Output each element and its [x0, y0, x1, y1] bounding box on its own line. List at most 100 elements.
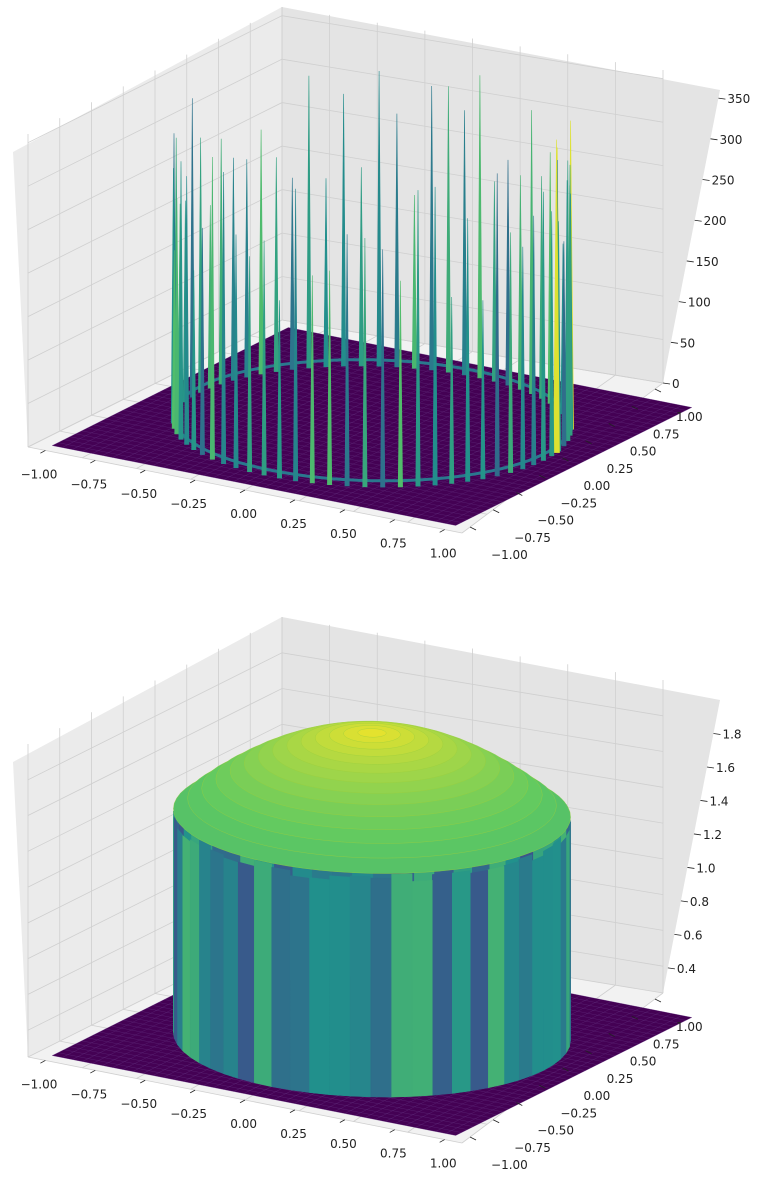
- plot-0-spike: [293, 188, 299, 482]
- plot-0-spike: [344, 234, 350, 487]
- plot-1-z-gridline: [27, 652, 664, 781]
- plot-0-spike: [273, 157, 279, 372]
- plot-1-y-tick-label: −0.75: [514, 1141, 551, 1155]
- plot-1-x-tick: [289, 1109, 296, 1113]
- plot-1-floor-mesh-line: [455, 1017, 692, 1136]
- plot-0-x-tick: [389, 519, 395, 523]
- plot-0-y-tick-label: 0.75: [653, 427, 680, 441]
- plot-0-y-tick-label: 1.00: [676, 410, 703, 424]
- plot-0-z-tick-label: 200: [704, 214, 727, 228]
- plot-0-spike: [540, 191, 546, 461]
- plot-0-z-tick: [678, 301, 686, 304]
- plot-0-x-tick: [289, 499, 296, 503]
- plot-0-spike: [445, 86, 451, 373]
- plot-0-x-tick-label: 1.00: [430, 547, 457, 561]
- plot-1-y-tick: [516, 1102, 523, 1106]
- plot-0-x-tick-label: 0.75: [380, 537, 407, 551]
- plot-1-x-tick: [239, 1099, 246, 1104]
- plot-0-spike: [553, 139, 560, 453]
- plot-1-cylinder-wall: [223, 857, 239, 1079]
- plot-0-z-gridline: [27, 145, 664, 274]
- plot-1-cylinder-wall: [543, 845, 554, 1071]
- plot-0-spike: [494, 173, 500, 477]
- plot-1-cylinder-wall: [309, 877, 330, 1095]
- plot-1-cylinder-wall: [271, 866, 291, 1091]
- plot-0-spike: [191, 270, 197, 451]
- plot-0-spike: [520, 246, 526, 470]
- plot-0-x-tick-label: −0.75: [70, 477, 107, 491]
- plot-1-cylinder-wall: [565, 830, 570, 1054]
- plot-0-spike: [341, 93, 347, 367]
- plot-0-spike: [244, 159, 250, 378]
- plot-1-cylinder-wall: [189, 839, 200, 1064]
- plot-1-x-tick: [389, 1129, 395, 1133]
- plot-1-cylinder-wall: [432, 872, 452, 1096]
- plot-0-z-gridline: [27, 232, 664, 361]
- plot-1-y-tick-label: 0.50: [630, 1055, 657, 1069]
- plot-1-z-tick: [713, 733, 721, 735]
- plot-1-x-tick-label: 0.00: [230, 1117, 257, 1131]
- plot-1-cylinder-wall: [177, 827, 183, 1052]
- plot-0-z-gridline: [27, 58, 664, 187]
- plot-0-y-tick: [562, 457, 569, 462]
- plot-1-x-tick: [439, 1139, 445, 1143]
- plot-0-spike: [480, 300, 486, 480]
- plot-1-y-tick: [631, 1015, 639, 1020]
- plot-1-z-tick-label: 0.4: [677, 962, 696, 976]
- plot-0-spike: [358, 167, 364, 367]
- plot-0-z-tick: [702, 179, 710, 181]
- plot-0-y-tick-label: −0.50: [537, 514, 574, 528]
- plot-1-cylinder-wall: [182, 834, 191, 1058]
- plot-0-spike: [230, 157, 236, 381]
- plot-1-cylinder-wall: [411, 880, 433, 1097]
- plot-0-y-tick-label: −1.00: [491, 548, 528, 562]
- plot-1-y-tick: [608, 1033, 615, 1037]
- plot-0-x-tick: [239, 489, 246, 494]
- plot-0-x-tick-label: 0.00: [230, 507, 257, 521]
- plot-1-z-tick-label: 0.6: [683, 928, 702, 942]
- plot-0-spike: [491, 181, 497, 382]
- plot-0-z-tick: [710, 138, 718, 141]
- plot-1-cylinder-wall: [391, 873, 413, 1098]
- plot-0-spike: [178, 161, 184, 440]
- plot-0-spike: [199, 227, 205, 455]
- surface-plot-bottom: −1.00−0.75−0.50−0.250.000.250.500.751.00…: [13, 617, 742, 1172]
- plot-0-floor-mesh-line: [384, 393, 622, 512]
- plot-0-spike: [531, 215, 537, 466]
- plot-0-spike: [565, 160, 571, 442]
- plot-1-y-tick: [654, 998, 662, 1003]
- plot-1-x-tick: [90, 1069, 96, 1074]
- plot-1-z-tick: [700, 800, 708, 802]
- plot-0-z-tick: [718, 97, 726, 100]
- plot-0-spike: [258, 129, 264, 375]
- plot-1-x-tick: [40, 1060, 46, 1064]
- plot-1-x-tick: [339, 1119, 346, 1123]
- plot-0-pane-right: [282, 7, 720, 383]
- plot-1-floor-mesh-line: [445, 1015, 682, 1134]
- plot-1-y-tick: [562, 1067, 569, 1072]
- plot-0-y-tick: [539, 474, 546, 479]
- plot-0-floor-mesh-line: [304, 377, 541, 496]
- plot-1-z-tick: [693, 833, 701, 836]
- plot-0-z-tick-label: 250: [712, 174, 735, 188]
- plot-0-spike: [465, 218, 471, 482]
- plot-0-x-tick-label: 0.25: [280, 517, 307, 531]
- plot-1-y-tick-label: −0.25: [560, 1106, 597, 1120]
- plot-0-spike: [174, 198, 180, 435]
- plot-1-cylinder-wall: [552, 837, 561, 1066]
- plot-0-spike: [184, 176, 190, 445]
- plot-0-spike: [247, 256, 253, 473]
- plot-1-z-gridline: [27, 688, 664, 816]
- plot-1-cylinder-wall: [254, 859, 272, 1088]
- plot-0-x-tick: [40, 450, 46, 454]
- plot-0-spike: [323, 178, 329, 368]
- plot-1-z-tick-label: 1.8: [722, 727, 741, 741]
- plot-1-z-tick: [667, 967, 675, 970]
- plot-1-x-tick-label: 0.25: [280, 1127, 307, 1141]
- plot-1-x-tick-label: −0.25: [170, 1107, 207, 1121]
- plot-1-y-tick: [585, 1050, 592, 1055]
- plot-1-x-tick-label: 0.75: [380, 1147, 407, 1161]
- plot-0-spike: [508, 232, 514, 473]
- plot-0-x-tick: [439, 529, 445, 533]
